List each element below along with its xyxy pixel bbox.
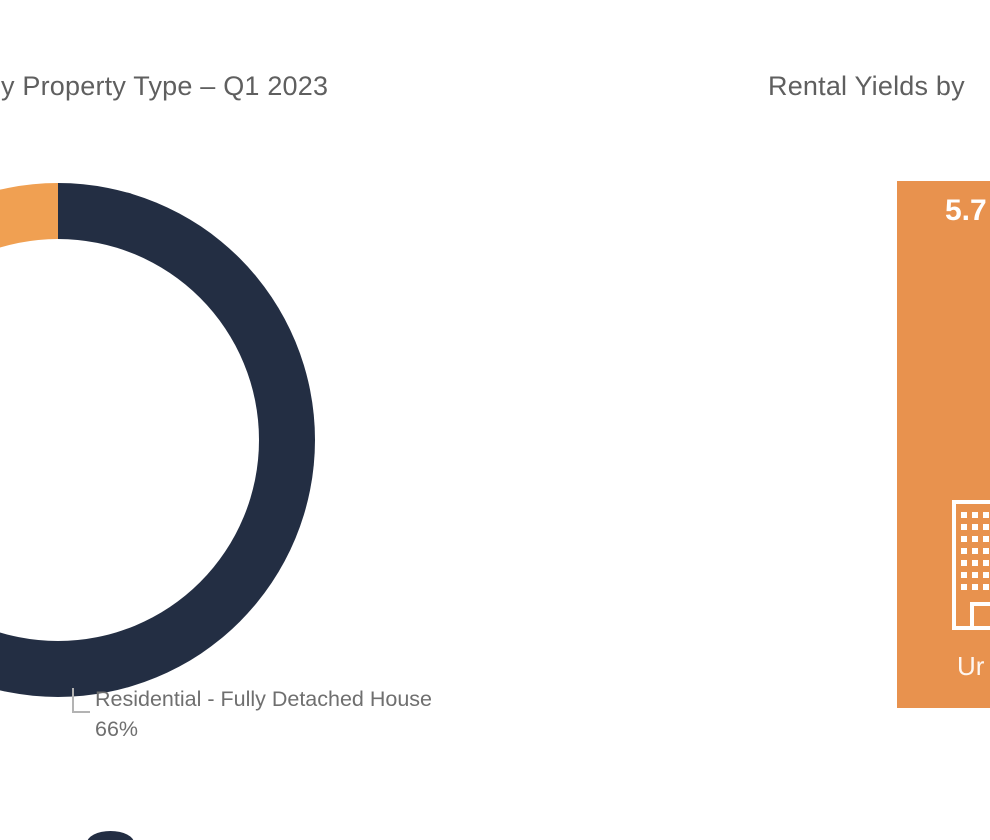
slice-percent-label: 66%	[95, 717, 139, 741]
bar-value-label: 5.7	[945, 194, 987, 227]
donut-slice-label: Residential - Fully Detached House 66%	[95, 684, 432, 744]
building-icon	[952, 500, 990, 630]
label-leader-line	[72, 688, 90, 713]
yield-bar[interactable]: 5.7 Ur	[897, 181, 990, 708]
left-chart-title: y Property Type – Q1 2023	[1, 71, 329, 101]
slice-category-label: Residential - Fully Detached House	[95, 687, 432, 711]
partial-visual-edge	[87, 831, 134, 840]
bar-category-label: Ur	[957, 651, 985, 681]
right-chart-title: Rental Yields by	[768, 71, 965, 101]
